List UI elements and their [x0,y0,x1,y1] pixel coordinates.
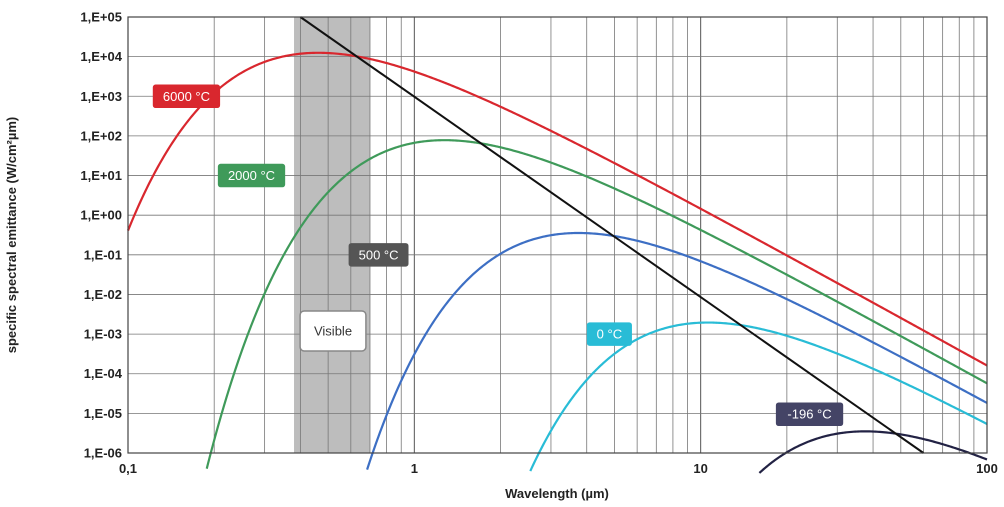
series-line-2 [366,231,988,470]
annotation-label-1: 2000 °C [228,168,275,183]
annotation-label-4: -196 °C [787,407,831,422]
x-axis-label: Wavelength (µm) [505,486,609,501]
y-tick-label: 1,E+04 [80,49,122,64]
x-tick-label: 100 [976,461,998,476]
annotation-box-0 [152,84,221,109]
annotation-box-2 [348,243,409,267]
y-tick-label: 1,E+03 [80,89,122,104]
annotation-box-4 [775,402,844,426]
y-tick-label: 1,E+05 [80,10,122,25]
x-tick-label: 10 [693,461,707,476]
x-tick-label: 0,1 [119,461,137,476]
series-layer [126,16,988,474]
y-tick-label: 1,E+02 [80,128,122,143]
y-tick-label: 1,E-03 [84,327,122,342]
y-tick-label: 1,E-05 [84,406,122,421]
annotation-box-1 [217,163,286,188]
x-tick-label: 1 [411,461,418,476]
y-tick-label: 1,E+00 [80,208,122,223]
annotation-label-5: Visible [314,323,352,338]
visible-band-layer [294,17,370,453]
series-line-1 [205,139,988,469]
series-line-3 [529,321,988,472]
tick-layer: 0,1 1 10 100 1,E-06 1,E-05 1,E-04 1,E-03 1,E-02 1… [80,10,997,477]
annotation-box-5 [299,310,367,352]
y-tick-label: 1,E-04 [84,366,123,381]
annotation-label-2: 500 °C [359,247,399,262]
annotation-label-3: 0 °C [597,327,622,342]
series-line-0 [126,51,988,367]
visible-band [294,17,370,453]
y-tick-label: 1,E-06 [84,446,122,461]
y-tick-label: 1,E+01 [80,168,122,183]
annotation-label-0: 6000 °C [163,89,210,104]
y-axis-label: specific spectral emittance (W/cm²µm) [4,117,19,354]
annotation-box-3 [586,322,632,346]
y-tick-label: 1,E-01 [84,247,122,262]
series-line-4 [758,430,988,474]
y-tick-label: 1,E-02 [84,287,122,302]
wien-line [299,16,925,454]
plot-frame [127,16,988,454]
annotation-layer: 6000 °C 2000 °C 500 °C 0 °C -196 °C Visible [152,84,844,426]
grid-layer [128,17,987,453]
